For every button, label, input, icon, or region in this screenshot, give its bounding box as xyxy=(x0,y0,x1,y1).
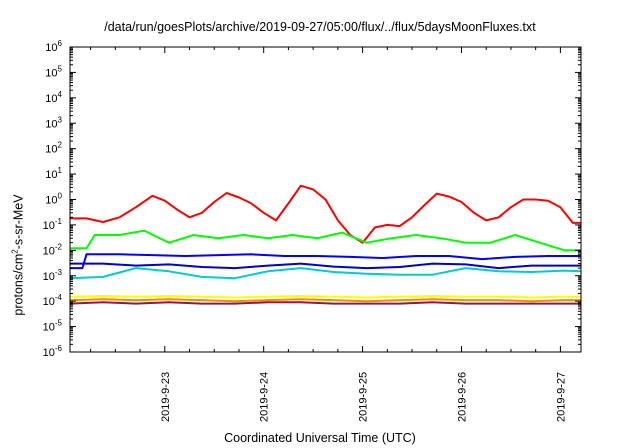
y-tick-label: 10-4 xyxy=(43,293,63,308)
series-line-6 xyxy=(69,295,581,299)
x-tick-label: 2019-9-27 xyxy=(555,372,567,422)
y-tick-base: 10 xyxy=(45,67,57,79)
chart-title: /data/run/goesPlots/archive/2019-09-27/0… xyxy=(104,20,536,34)
series-line-8 xyxy=(69,301,581,305)
y-tick-exponent: -5 xyxy=(55,319,63,328)
series-line-4 xyxy=(70,253,581,270)
y-tick-base: 10 xyxy=(45,42,57,54)
y-tick-exponent: -2 xyxy=(55,242,63,251)
y-tick-label: 10-2 xyxy=(43,242,63,257)
y-tick-base: 10 xyxy=(45,118,57,130)
y-tick-base: 10 xyxy=(43,271,55,283)
y-tick-label: 102 xyxy=(45,141,62,156)
y-tick-exponent: -1 xyxy=(55,217,63,226)
y-tick-label: 10-1 xyxy=(43,217,63,232)
y-tick-base: 10 xyxy=(43,220,55,232)
x-tick-label: 2019-9-25 xyxy=(358,372,370,422)
y-tick-exponent: 0 xyxy=(58,192,63,201)
y-tick-base: 10 xyxy=(43,322,55,334)
series-layer xyxy=(69,184,582,305)
y-tick-exponent: 6 xyxy=(58,39,63,48)
y-tick-label: 10-5 xyxy=(43,319,63,334)
x-tick-label: 2019-9-26 xyxy=(456,372,468,422)
y-axis-label-sup: 2 xyxy=(10,249,20,254)
y-tick-base: 10 xyxy=(45,195,57,207)
y-tick-base: 10 xyxy=(45,169,57,181)
y-tick-exponent: 5 xyxy=(58,64,63,73)
y-tick-base: 10 xyxy=(45,93,57,105)
x-axis-label: Coordinated Universal Time (UTC) xyxy=(224,431,416,445)
series-line-3 xyxy=(69,267,582,280)
series-line-7 xyxy=(69,298,581,303)
y-tick-exponent: -3 xyxy=(55,268,63,277)
y-tick-label: 106 xyxy=(45,39,62,54)
y-tick-exponent: 3 xyxy=(58,115,63,124)
y-tick-exponent: -6 xyxy=(55,344,63,353)
y-tick-base: 10 xyxy=(43,245,55,257)
y-tick-label: 10-6 xyxy=(43,344,63,359)
x-tick-label: 2019-9-24 xyxy=(259,372,271,422)
y-tick-label: 104 xyxy=(45,90,62,105)
y-tick-base: 10 xyxy=(43,296,55,308)
y-axis-label-rest: -s-sr-MeV xyxy=(11,194,26,250)
y-tick-base: 10 xyxy=(43,347,55,359)
series-line-2 xyxy=(70,229,581,252)
series-line-5 xyxy=(70,262,581,270)
y-tick-label: 105 xyxy=(45,64,62,79)
y-tick-exponent: 4 xyxy=(58,90,63,99)
y-tick-base: 10 xyxy=(45,144,57,156)
series-line-1 xyxy=(70,184,581,244)
y-tick-label: 103 xyxy=(45,115,62,130)
x-tick-label: 2019-9-23 xyxy=(160,372,172,422)
y-tick-exponent: 2 xyxy=(58,141,63,150)
y-tick-exponent: -4 xyxy=(55,293,63,302)
y-tick-label: 100 xyxy=(45,192,62,207)
y-tick-label: 101 xyxy=(45,166,62,181)
axes-layer: 10610510410310210110010-110-210-310-410-… xyxy=(43,39,582,422)
y-tick-exponent: 1 xyxy=(58,166,63,175)
y-axis-label-base: protons/cm xyxy=(11,253,26,316)
y-tick-label: 10-3 xyxy=(43,268,63,283)
